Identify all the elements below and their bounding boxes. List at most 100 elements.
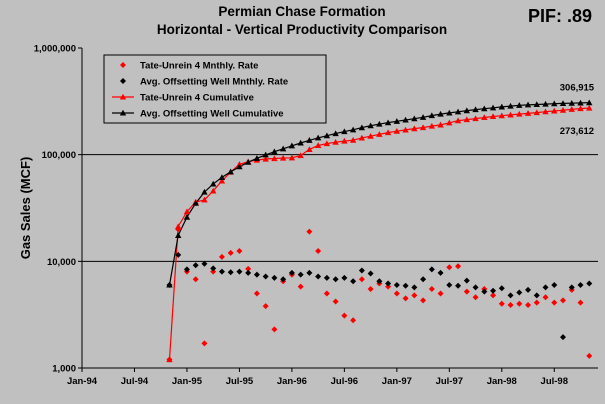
series-1-point	[516, 300, 523, 307]
series-1-point	[262, 303, 269, 310]
series-1-point	[306, 228, 313, 235]
series-1-point	[236, 247, 243, 254]
series-4-point	[507, 102, 514, 109]
series-1-point	[253, 290, 260, 297]
legend-marker	[119, 109, 127, 116]
series-1-point	[577, 299, 584, 306]
series-2-point	[560, 334, 567, 341]
series-2-point	[210, 265, 217, 272]
series-3-point	[314, 142, 322, 149]
series-4-point	[472, 106, 479, 113]
series-2-point	[341, 274, 348, 281]
series-4-point	[437, 110, 444, 117]
series-2-point	[428, 266, 435, 273]
series-4-point	[192, 199, 199, 206]
series-2-point	[183, 266, 190, 273]
series-1-point	[428, 286, 435, 293]
series-2-point	[227, 269, 234, 276]
series-1-point	[210, 268, 217, 275]
series-3-point	[384, 129, 392, 136]
series-4-point	[411, 115, 418, 122]
x-tick-label: Jan-98	[487, 376, 517, 387]
series-1-point	[350, 317, 357, 324]
series-2-point	[306, 269, 313, 276]
series-2-point	[288, 269, 295, 276]
series-3-line	[168, 107, 590, 360]
series-3-point	[507, 111, 514, 118]
series-2-point	[472, 284, 479, 291]
series-2-point	[218, 268, 225, 275]
series-2-point	[586, 280, 593, 287]
series-4-point	[393, 118, 401, 124]
series-2-point	[192, 262, 199, 269]
series-1-point	[341, 312, 348, 319]
series-1-point	[411, 292, 418, 299]
series-1-point	[490, 292, 497, 299]
series-1-point	[402, 295, 409, 302]
value-annotation: 306,915	[560, 83, 595, 94]
series-1-point	[455, 263, 462, 270]
series-4-point	[297, 139, 304, 146]
series-4-point	[209, 180, 217, 187]
series-3-point	[376, 131, 383, 137]
series-3-point	[489, 113, 497, 120]
series-2-point	[367, 270, 374, 277]
series-1-point	[393, 290, 400, 297]
series-3-point	[524, 110, 532, 116]
series-1-point	[218, 253, 225, 260]
y-axis-label: Gas Sales (MCF)	[18, 157, 33, 260]
series-3-point	[393, 127, 401, 134]
series-2-point	[516, 289, 523, 296]
legend-marker	[120, 62, 126, 68]
series-3-point	[437, 121, 444, 128]
series-3-point	[323, 140, 331, 147]
series-1-point	[463, 288, 470, 295]
legend-marker	[119, 93, 127, 100]
series-4-point	[183, 214, 191, 220]
x-tick-label: Jul-96	[331, 376, 358, 387]
series-2-point	[385, 280, 392, 287]
series-3-point	[472, 115, 479, 122]
series-4-point	[498, 103, 505, 110]
series-4-point	[201, 188, 208, 195]
series-2-point	[463, 277, 470, 284]
series-2-point	[455, 282, 462, 289]
series-4-point	[253, 155, 261, 161]
x-tick-label: Jul-98	[541, 376, 568, 387]
legend-label: Avg. Offsetting Well Cumulative	[140, 109, 284, 120]
value-annotation: 273,612	[560, 126, 594, 137]
series-1-point	[472, 294, 479, 301]
series-1-point	[533, 299, 540, 306]
series-4-point	[236, 163, 243, 170]
series-4-point	[349, 126, 357, 133]
series-1-point	[420, 297, 427, 304]
series-1-point	[315, 247, 322, 254]
series-4-point	[428, 112, 436, 119]
series-3-point	[454, 117, 462, 124]
series-2-point	[568, 284, 575, 291]
y-tick-label: 100,000	[42, 150, 76, 161]
series-4-point	[586, 99, 593, 106]
series-4-point	[568, 99, 575, 106]
series-4-point	[166, 281, 173, 288]
series-2-point	[542, 284, 549, 291]
series-1-point	[560, 297, 567, 304]
series-1-point	[446, 264, 453, 271]
series-2-point	[551, 281, 558, 288]
series-4-line	[168, 102, 590, 286]
series-2-point	[175, 251, 182, 258]
series-1-point	[201, 340, 208, 347]
series-4-point	[559, 100, 567, 106]
series-4-point	[341, 128, 348, 135]
series-3-point	[183, 208, 191, 215]
legend-label: Tate-Unrein 4 Mnthly. Rate	[140, 61, 258, 72]
series-3-point	[481, 114, 488, 121]
series-4-point	[175, 232, 182, 238]
series-3-point	[262, 155, 269, 162]
legend-box	[103, 54, 327, 124]
series-2-point	[358, 267, 365, 274]
series-3-point	[166, 356, 173, 363]
series-1-point	[525, 301, 532, 308]
series-1-point	[332, 298, 339, 305]
y-tick-label: 1,000,000	[34, 44, 76, 55]
